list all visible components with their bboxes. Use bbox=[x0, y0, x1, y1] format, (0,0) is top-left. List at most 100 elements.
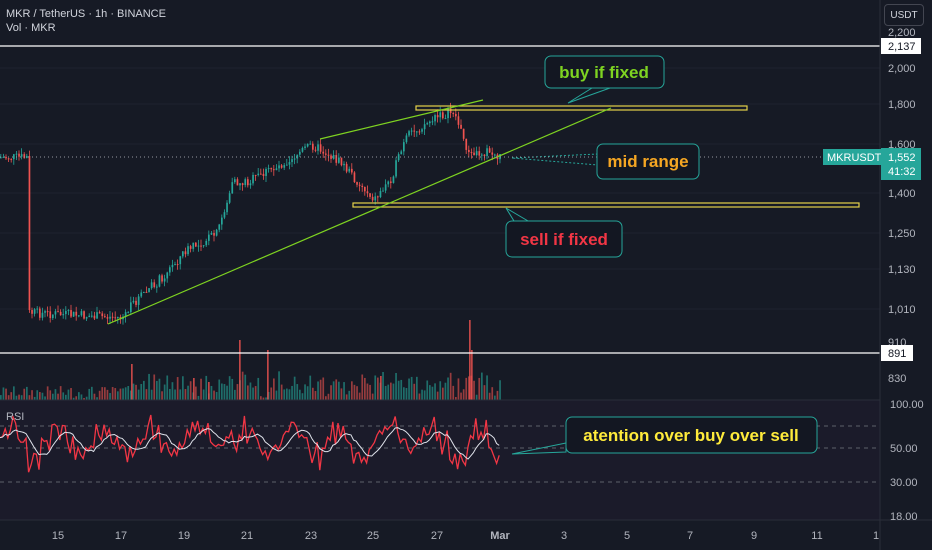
volume-bar bbox=[26, 386, 28, 400]
time-axis[interactable]: 15 17 19 21 23 25 27 Mar 3 5 7 9 11 1 bbox=[52, 530, 879, 542]
volume-bar bbox=[275, 390, 278, 400]
volume-bar bbox=[187, 385, 189, 400]
volume-bar bbox=[338, 381, 340, 400]
candle bbox=[101, 313, 104, 317]
candle bbox=[452, 113, 455, 115]
rsi-line bbox=[0, 414, 500, 473]
candle bbox=[223, 212, 226, 218]
candle bbox=[124, 312, 127, 317]
candle bbox=[20, 154, 23, 157]
candle bbox=[111, 316, 114, 318]
volume-bar bbox=[314, 391, 317, 400]
volume-bar bbox=[283, 389, 286, 400]
volume-bar bbox=[218, 379, 221, 400]
volume-bar bbox=[473, 380, 475, 400]
candle bbox=[26, 155, 28, 158]
candle bbox=[301, 147, 304, 152]
volume-bar bbox=[46, 386, 49, 400]
candle bbox=[156, 286, 158, 288]
candle bbox=[78, 315, 80, 317]
volume-bar bbox=[2, 387, 5, 400]
candle bbox=[49, 311, 52, 319]
candle bbox=[286, 164, 288, 166]
volume-bar bbox=[176, 377, 179, 400]
buy-callout[interactable]: buy if fixed bbox=[544, 55, 665, 89]
candle bbox=[195, 242, 197, 247]
candle bbox=[39, 308, 41, 318]
price-tick: 1,010 bbox=[888, 304, 916, 316]
candle bbox=[46, 311, 49, 313]
volume-bar bbox=[124, 387, 127, 400]
candle bbox=[403, 142, 405, 152]
candle bbox=[465, 138, 468, 150]
rsi-title: RSI bbox=[6, 411, 24, 423]
volume-bar bbox=[236, 384, 239, 400]
candle bbox=[369, 193, 371, 197]
candle bbox=[449, 108, 452, 114]
candle bbox=[52, 314, 54, 319]
volume-bar bbox=[418, 393, 421, 400]
resistance-level[interactable] bbox=[415, 105, 748, 111]
volume-bar bbox=[41, 392, 44, 400]
candle bbox=[416, 131, 418, 133]
rsi-tick: 100.00 bbox=[890, 399, 924, 411]
volume-bar bbox=[52, 393, 54, 400]
symbol-title[interactable]: MKR / TetherUS · 1h · BINANCE bbox=[6, 8, 166, 20]
volume-bar bbox=[469, 320, 471, 400]
buy-pointer bbox=[567, 87, 611, 104]
volume-bar bbox=[304, 384, 306, 400]
candle bbox=[62, 314, 65, 316]
volume-bar bbox=[260, 396, 262, 400]
current-price-label[interactable]: MKRUSDT 1,552 41:32 bbox=[823, 148, 921, 180]
time-tick: 15 bbox=[52, 530, 64, 542]
upper-trendline[interactable] bbox=[319, 99, 484, 140]
currency-button[interactable]: USDT bbox=[884, 4, 924, 26]
volume-bar bbox=[101, 387, 104, 400]
volume-bar bbox=[228, 376, 231, 400]
candle bbox=[176, 264, 179, 266]
countdown: 41:32 bbox=[888, 166, 916, 178]
mid-callout[interactable]: mid range bbox=[596, 143, 700, 180]
volume-bar bbox=[442, 387, 444, 400]
candle bbox=[462, 128, 465, 139]
candle bbox=[117, 317, 119, 319]
volume-bar bbox=[208, 382, 210, 400]
candle bbox=[442, 112, 444, 119]
volume-bar bbox=[247, 385, 249, 400]
volume-bar bbox=[111, 387, 114, 400]
candle bbox=[361, 185, 364, 188]
volume-bar bbox=[200, 378, 202, 400]
volume-bar bbox=[223, 384, 226, 400]
volume-bar bbox=[85, 396, 88, 400]
candle bbox=[28, 155, 31, 311]
candle bbox=[312, 143, 314, 150]
volume-bar bbox=[325, 396, 327, 400]
hline-label-891: 891 bbox=[881, 345, 913, 361]
volume-bar bbox=[254, 386, 257, 400]
time-tick: 17 bbox=[115, 530, 127, 542]
volume-bar bbox=[44, 396, 46, 400]
candle bbox=[44, 311, 46, 313]
candle bbox=[254, 174, 257, 176]
candle bbox=[202, 245, 205, 247]
volume-bar bbox=[455, 397, 457, 400]
drawings[interactable] bbox=[107, 87, 860, 455]
volume-bar bbox=[98, 390, 101, 400]
candle bbox=[205, 240, 208, 246]
lower-trendline[interactable] bbox=[107, 107, 612, 325]
sell-callout[interactable]: sell if fixed bbox=[505, 220, 623, 258]
candle bbox=[265, 169, 267, 177]
candle bbox=[88, 315, 91, 318]
volume-bar bbox=[471, 350, 473, 400]
volume-bar bbox=[262, 397, 265, 400]
volume-bar bbox=[483, 385, 486, 400]
time-tick: 11 bbox=[811, 530, 822, 542]
support-level[interactable] bbox=[352, 202, 860, 208]
volume-bar bbox=[182, 376, 184, 400]
volume-bar bbox=[132, 383, 135, 400]
volume-title[interactable]: Vol · MKR bbox=[6, 22, 56, 34]
volume-bar bbox=[273, 378, 275, 400]
rsi-callout[interactable]: atention over buy over sell bbox=[565, 416, 818, 454]
candle bbox=[317, 144, 319, 151]
